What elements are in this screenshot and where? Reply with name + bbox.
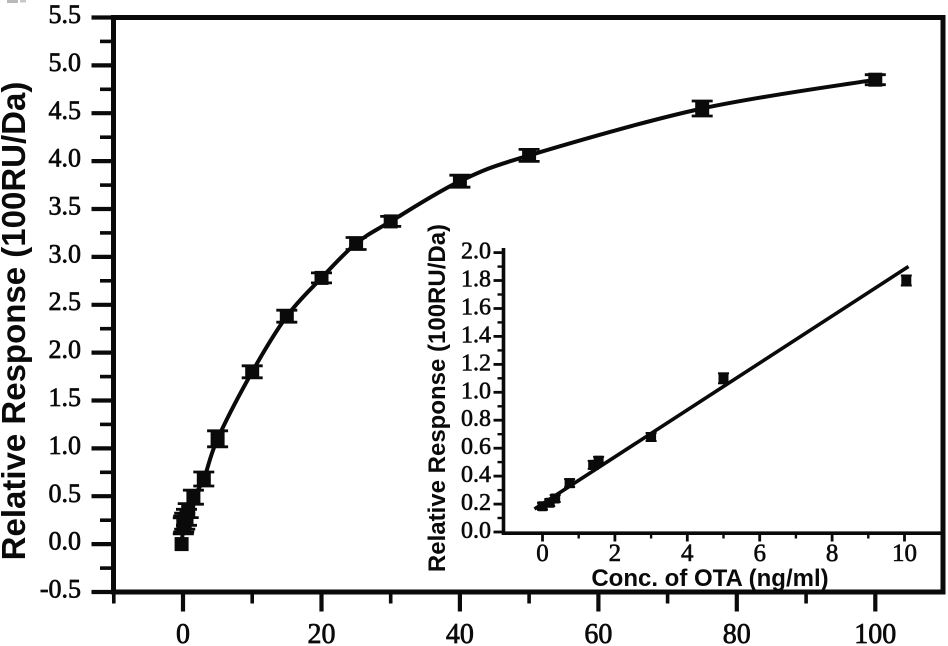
svg-text:100: 100 xyxy=(854,619,896,646)
svg-text:0.5: 0.5 xyxy=(49,479,82,508)
svg-text:2: 2 xyxy=(609,540,622,567)
svg-text:10: 10 xyxy=(892,540,917,567)
svg-text:1.0: 1.0 xyxy=(49,431,82,460)
svg-text:0: 0 xyxy=(176,619,190,646)
svg-text:0.0: 0.0 xyxy=(461,518,491,544)
svg-text:20: 20 xyxy=(308,619,336,646)
svg-text:0.8: 0.8 xyxy=(461,406,491,432)
svg-text:80: 80 xyxy=(723,619,751,646)
svg-text:Relative Response (100RU/Da): Relative Response (100RU/Da) xyxy=(0,82,32,561)
svg-text:1.8: 1.8 xyxy=(461,267,491,293)
svg-text:0.0: 0.0 xyxy=(49,527,82,556)
svg-text:1.2: 1.2 xyxy=(461,350,491,376)
svg-text:4.0: 4.0 xyxy=(49,144,82,173)
svg-text:2.5: 2.5 xyxy=(49,287,82,316)
svg-text:2.0: 2.0 xyxy=(461,239,491,265)
svg-text:8: 8 xyxy=(826,540,839,567)
svg-text:4: 4 xyxy=(681,540,694,567)
svg-text:1.4: 1.4 xyxy=(461,322,491,348)
svg-text:2.0: 2.0 xyxy=(49,335,82,364)
svg-text:0.2: 0.2 xyxy=(461,490,491,516)
svg-text:4.5: 4.5 xyxy=(49,96,82,125)
svg-text:5.0: 5.0 xyxy=(49,48,82,77)
svg-text:0: 0 xyxy=(536,540,549,567)
svg-text:-0.5: -0.5 xyxy=(40,575,81,604)
svg-text:60: 60 xyxy=(584,619,612,646)
svg-text:3.5: 3.5 xyxy=(49,192,82,221)
svg-text:Relative Response (100RU/Da): Relative Response (100RU/Da) xyxy=(424,224,451,572)
svg-text:0.4: 0.4 xyxy=(461,462,491,488)
svg-text:1.0: 1.0 xyxy=(461,378,491,404)
svg-text:Conc. of OTA (ng/ml): Conc. of OTA (ng/ml) xyxy=(591,565,828,592)
svg-text:6: 6 xyxy=(753,540,766,567)
svg-text:40: 40 xyxy=(446,619,474,646)
svg-text:3.0: 3.0 xyxy=(49,239,82,268)
svg-text:1.6: 1.6 xyxy=(461,295,491,321)
svg-text:0.6: 0.6 xyxy=(461,434,491,460)
svg-text:5.5: 5.5 xyxy=(49,0,82,29)
svg-text:1.5: 1.5 xyxy=(49,383,82,412)
